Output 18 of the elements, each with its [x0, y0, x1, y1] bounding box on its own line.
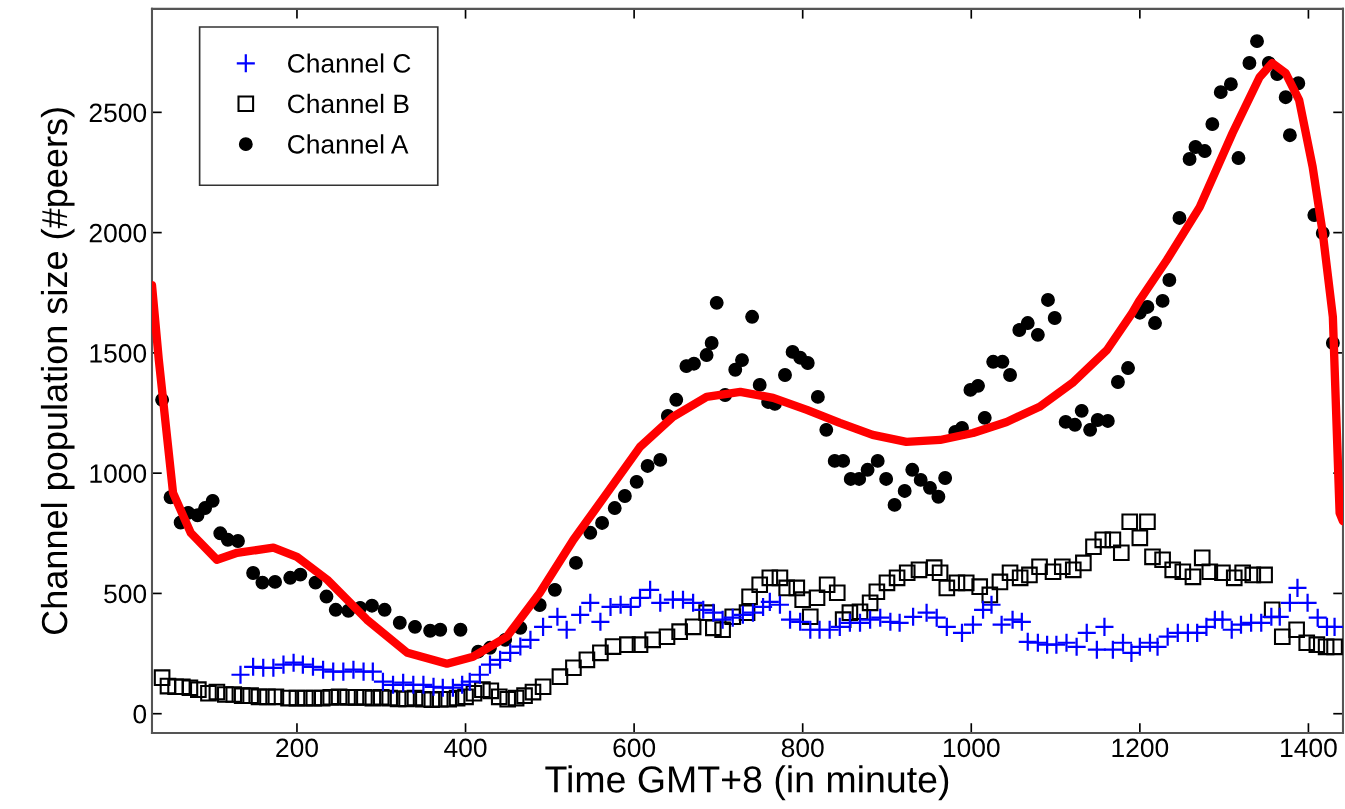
legend-label: Channel B [288, 93, 409, 114]
y-tick-label: 2000 [89, 223, 147, 243]
legend-label: Channel A [288, 134, 409, 154]
y-axis-title: Channel population size (#peers) [40, 108, 75, 635]
x-tick-label: 1200 [1112, 738, 1169, 758]
x-tick-label: 800 [781, 738, 824, 758]
x-tick-label: 200 [276, 738, 318, 758]
x-axis-title: Time GMT+8 (in minute) [545, 765, 949, 801]
y-tick-label: 2500 [89, 103, 147, 123]
x-tick-label: 400 [444, 738, 487, 758]
x-tick-label: 600 [613, 738, 656, 758]
legend-label: Channel C [288, 53, 411, 73]
y-tick-label: 500 [104, 584, 147, 604]
x-tick-label: 1000 [943, 738, 1000, 758]
x-tick-label: 1400 [1281, 738, 1337, 758]
y-tick-label: 1500 [90, 344, 147, 363]
y-tick-label: 1000 [90, 464, 147, 483]
y-tick-label: 0 [133, 704, 147, 724]
